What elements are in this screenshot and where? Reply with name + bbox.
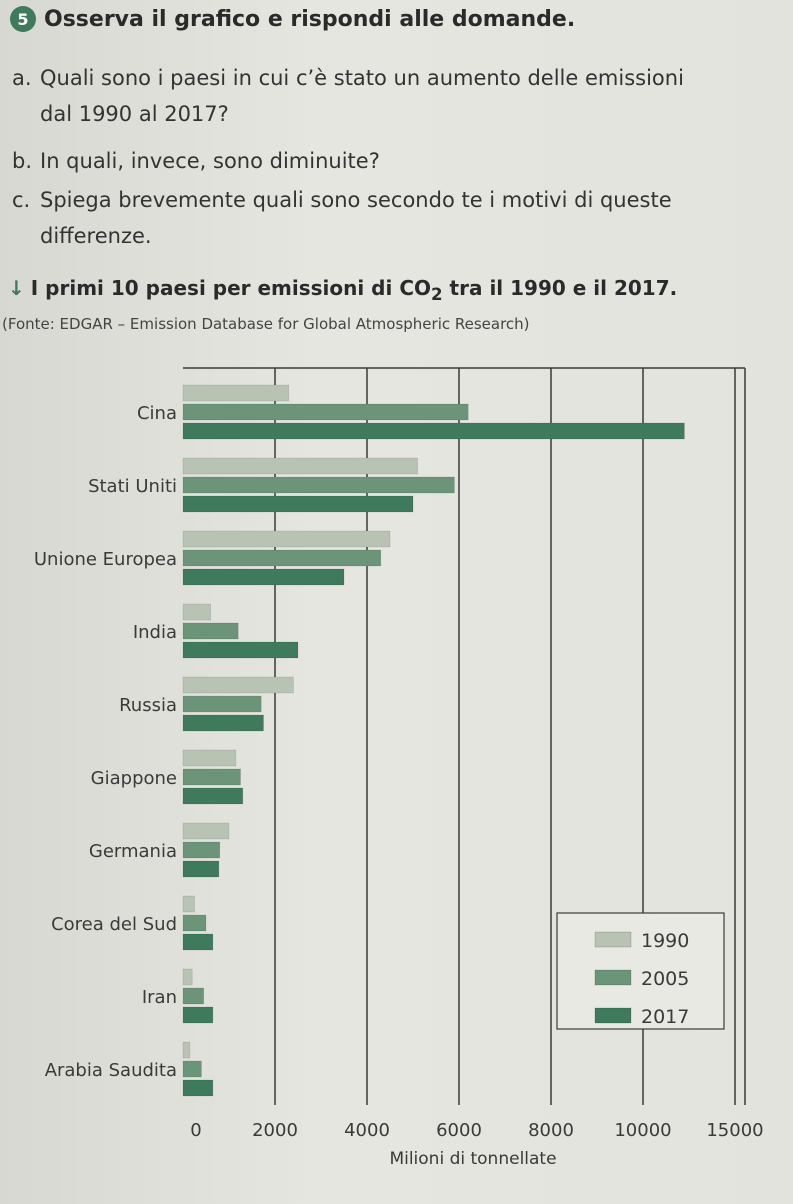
legend-box (556, 912, 725, 1030)
bar-1990 (182, 457, 418, 475)
bar-2017 (182, 495, 414, 513)
category-label: Germania (89, 841, 177, 862)
legend-swatch (594, 969, 632, 986)
chart-source: (Fonte: EDGAR – Emission Database for Gl… (2, 315, 530, 333)
bar-2005 (182, 1060, 202, 1078)
bar-2017 (182, 933, 214, 951)
bar-2005 (182, 549, 382, 567)
question-text: Quali sono i paesi in cui c’è stato un a… (40, 66, 684, 90)
question-text-continued: differenze. (40, 224, 152, 248)
bar-2005 (182, 987, 205, 1005)
chart-caption: ↓ I primi 10 paesi per emissioni di CO2 t… (8, 276, 677, 304)
x-tick-label: 10000 (614, 1120, 671, 1141)
bar-2005 (182, 695, 262, 713)
question-b: b. In quali, invece, sono diminuite? (12, 143, 782, 179)
legend-swatch (594, 931, 632, 948)
bar-2017 (182, 787, 244, 805)
x-tick-label: 2000 (252, 1120, 298, 1141)
legend-label: 2005 (641, 968, 689, 990)
bar-2005 (182, 476, 455, 494)
down-arrow-icon: ↓ (8, 276, 25, 300)
bar-2005 (182, 914, 207, 932)
bar-2005 (182, 768, 241, 786)
legend-label: 1990 (641, 930, 689, 952)
bar-1990 (182, 895, 195, 913)
x-tick-label: 0 (190, 1120, 201, 1141)
bar-1990 (182, 822, 230, 840)
x-axis-title: Milioni di tonnellate (389, 1149, 556, 1169)
bar-1990 (182, 1041, 191, 1059)
category-label: Russia (119, 695, 177, 716)
x-tick-label: 8000 (528, 1120, 574, 1141)
question-text: In quali, invece, sono diminuite? (40, 149, 380, 173)
question-label: b. (12, 149, 33, 173)
question-c: c. Spiega brevemente quali sono secondo t… (12, 182, 782, 254)
legend-swatch (594, 1007, 632, 1024)
category-label: Corea del Sud (51, 914, 177, 935)
category-label: Cina (137, 403, 177, 424)
caption-subscript: 2 (431, 285, 443, 304)
bar-1990 (182, 384, 290, 402)
bar-2017 (182, 422, 685, 440)
x-tick-label: 6000 (436, 1120, 482, 1141)
legend-label: 2017 (641, 1006, 689, 1028)
category-label: Unione Europea (34, 549, 177, 570)
bar-1990 (182, 676, 294, 694)
emissions-bar-chart: Cina Stati Uniti Unione Europea India Russia… (34, 367, 764, 1169)
bar-1990 (182, 530, 391, 548)
question-label: a. (12, 66, 32, 90)
x-tick-label: 15000 (706, 1120, 763, 1141)
question-text: Spiega brevemente quali sono secondo te … (40, 188, 672, 212)
exercise-header: 5 Osserva il grafico e rispondi alle dom… (10, 6, 575, 32)
bar-2017 (182, 860, 220, 878)
exercise-number-badge: 5 (10, 6, 36, 32)
bar-1990 (182, 968, 193, 986)
bar-2017 (182, 568, 345, 586)
x-tick-label: 4000 (344, 1120, 390, 1141)
category-label: India (133, 622, 177, 643)
bar-2017 (182, 714, 264, 732)
exercise-title: Osserva il grafico e rispondi alle doman… (44, 6, 576, 32)
category-label: Iran (142, 987, 177, 1008)
category-label: Stati Uniti (88, 476, 177, 497)
question-text-continued: dal 1990 al 2017? (40, 102, 229, 126)
category-label: Giappone (91, 768, 177, 789)
caption-text: I primi 10 paesi per emissioni di CO (30, 276, 431, 300)
category-label: Arabia Saudita (45, 1060, 177, 1081)
caption-text-end: tra il 1990 e il 2017. (442, 276, 678, 300)
bar-2005 (182, 403, 469, 421)
bar-2005 (182, 841, 221, 859)
question-a: a. Quali sono i paesi in cui c’è stato un… (12, 60, 782, 132)
bar-2017 (182, 641, 299, 659)
bar-2017 (182, 1006, 214, 1024)
bar-2005 (182, 622, 239, 640)
bar-1990 (182, 603, 211, 621)
question-label: c. (12, 188, 31, 212)
bar-1990 (182, 749, 237, 767)
bar-2017 (182, 1079, 214, 1097)
